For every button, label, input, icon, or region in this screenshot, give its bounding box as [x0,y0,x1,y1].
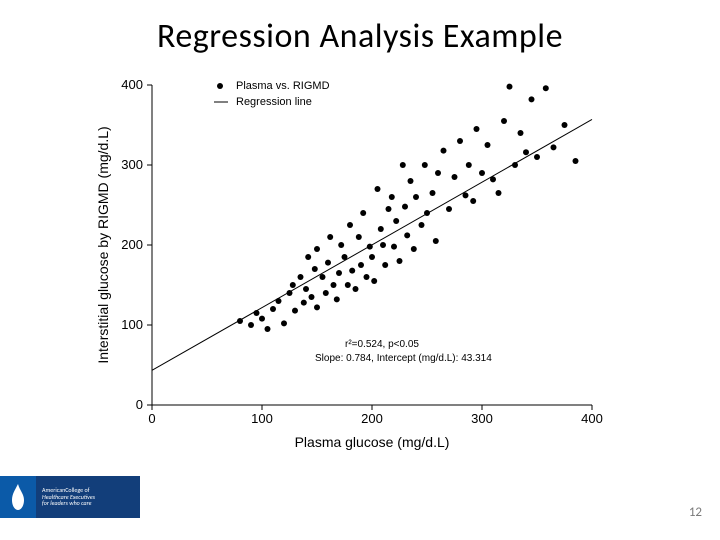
logo-text: AmericanCollege of Healthcare Executives… [36,476,140,518]
svg-text:400: 400 [121,77,143,92]
svg-text:Plasma glucose (mg/d.L): Plasma glucose (mg/d.L) [295,434,450,450]
svg-text:Slope: 0.784, Intercept (mg/d.: Slope: 0.784, Intercept (mg/d.L): 43.314 [315,353,492,364]
svg-text:Regression line: Regression line [236,96,312,108]
logo-line3: for leaders who care [42,500,134,507]
slide: Regression Analysis Example 0 100 200 300 40… [0,0,720,540]
svg-text:400: 400 [581,411,603,426]
svg-text:0: 0 [136,397,143,412]
svg-text:Interstitial glucose by RIGMD: Interstitial glucose by RIGMD (mg/d.L) [95,126,111,363]
svg-text:100: 100 [121,317,143,332]
svg-text:200: 200 [361,411,383,426]
ache-logo: AmericanCollege of Healthcare Executives… [0,476,140,518]
svg-text:Plasma vs. RIGMD: Plasma vs. RIGMD [236,80,330,92]
page-number: 12 [689,505,702,520]
scatter-chart: 0 100 200 300 400 0 100 200 300 400 Plasma glucose… [90,75,630,470]
svg-text:r²=0.524, p<0.05: r²=0.524, p<0.05 [345,339,419,350]
svg-text:300: 300 [471,411,493,426]
flame-icon [0,476,36,518]
slide-title: Regression Analysis Example [0,16,720,57]
svg-text:200: 200 [121,237,143,252]
svg-text:300: 300 [121,157,143,172]
svg-text:0: 0 [148,411,155,426]
svg-text:100: 100 [251,411,273,426]
